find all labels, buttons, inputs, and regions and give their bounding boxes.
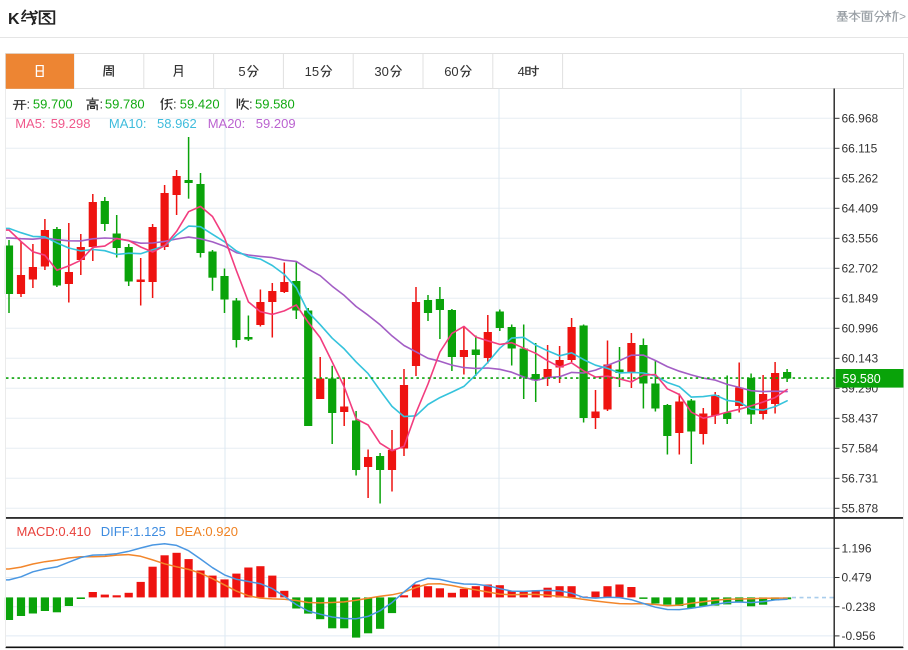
svg-text:61.849: 61.849 [842, 292, 879, 306]
svg-text:MA10:: MA10: [109, 116, 147, 131]
svg-text:55.878: 55.878 [842, 502, 879, 516]
svg-text:66.115: 66.115 [842, 142, 878, 156]
svg-text:K: K [8, 11, 20, 28]
svg-text:66.968: 66.968 [842, 112, 879, 126]
svg-text:64.409: 64.409 [842, 202, 879, 216]
svg-text:59.700: 59.700 [33, 97, 73, 112]
svg-text:59.209: 59.209 [256, 116, 296, 131]
svg-text:60.996: 60.996 [842, 322, 879, 336]
svg-text:>: > [899, 10, 906, 24]
svg-text:63.556: 63.556 [842, 232, 879, 246]
svg-text:5: 5 [238, 64, 245, 79]
svg-text:-0.956: -0.956 [842, 629, 876, 643]
svg-text:60.143: 60.143 [842, 352, 879, 366]
svg-text:30: 30 [374, 64, 388, 79]
svg-text:1.196: 1.196 [842, 542, 872, 556]
svg-text:57.584: 57.584 [842, 442, 879, 456]
svg-text:59.298: 59.298 [51, 116, 91, 131]
svg-text::: : [100, 97, 104, 112]
svg-text:62.702: 62.702 [842, 262, 879, 276]
svg-text:65.262: 65.262 [842, 172, 879, 186]
svg-text:60: 60 [444, 64, 458, 79]
svg-text:4: 4 [518, 64, 525, 79]
svg-text:MA5:: MA5: [15, 116, 45, 131]
svg-text::: : [249, 97, 253, 112]
svg-text:59.580: 59.580 [255, 97, 295, 112]
svg-text:15: 15 [305, 64, 319, 79]
svg-text:56.731: 56.731 [842, 472, 879, 486]
svg-text:59.780: 59.780 [105, 97, 145, 112]
svg-text:MACD:0.410: MACD:0.410 [17, 524, 91, 539]
svg-text:58.437: 58.437 [842, 412, 879, 426]
svg-text::: : [27, 97, 31, 112]
svg-text:59.580: 59.580 [843, 372, 881, 386]
svg-text:59.420: 59.420 [180, 97, 220, 112]
svg-text:DIFF:1.125: DIFF:1.125 [101, 524, 166, 539]
svg-text:DEA:0.920: DEA:0.920 [175, 524, 238, 539]
svg-text:MA20:: MA20: [208, 116, 246, 131]
svg-text:-0.238: -0.238 [842, 600, 876, 614]
svg-text:0.479: 0.479 [842, 571, 872, 585]
svg-text:58.962: 58.962 [157, 116, 197, 131]
svg-text::: : [173, 97, 177, 112]
